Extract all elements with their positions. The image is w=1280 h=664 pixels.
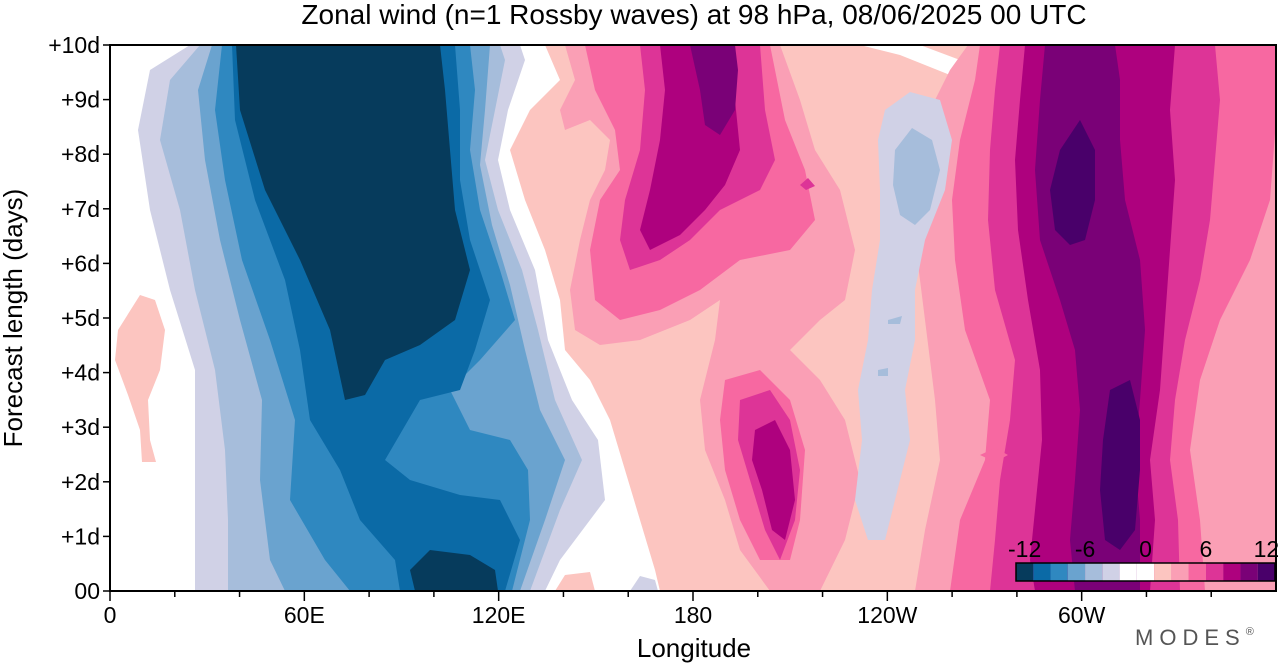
colorbar-swatch — [1033, 563, 1051, 581]
colorbar-swatch — [1240, 563, 1258, 581]
y-tick-label: +8d — [61, 141, 100, 167]
contour-band-neg-11 — [630, 576, 658, 591]
x-tick-label: 180 — [674, 602, 712, 628]
x-tick-label: 120W — [857, 602, 917, 628]
chart-title: Zonal wind (n=1 Rossby waves) at 98 hPa,… — [301, 0, 1086, 30]
colorbar-swatch — [1188, 563, 1206, 581]
x-tick-label: 60W — [1058, 602, 1106, 628]
y-axis: 00 +1d +2d +3d +4d +5d +6d +7d +8d +9d +10d — [48, 32, 110, 604]
y-tick-label: 00 — [74, 578, 100, 604]
y-tick-label: +1d — [61, 523, 100, 549]
colorbar-tick-label: 6 — [1200, 536, 1213, 562]
x-axis-label: Longitude — [637, 633, 751, 663]
contour-band-neg-8 — [893, 128, 940, 225]
y-tick-label: +9d — [61, 87, 100, 113]
x-tick-label: 0 — [104, 602, 117, 628]
colorbar-swatch — [1136, 563, 1155, 581]
colorbar-swatch — [1154, 563, 1172, 581]
colorbar-swatch — [1102, 563, 1120, 581]
y-tick-label: +5d — [61, 305, 100, 331]
colorbar-frame — [1015, 562, 1276, 582]
colorbar: -12 -6 0 6 12 — [1008, 536, 1280, 582]
y-tick-label: +4d — [61, 360, 100, 386]
x-tick-label: 120E — [472, 602, 526, 628]
x-tick-label: 60E — [284, 602, 325, 628]
contour-band-neg-5b — [470, 372, 500, 405]
brand-logo: MODES® — [1135, 625, 1254, 650]
y-tick-label: +6d — [61, 250, 100, 276]
contour-band-pos-7b — [1100, 380, 1140, 550]
contour-band-neg-10 — [878, 368, 888, 376]
colorbar-swatch — [1119, 563, 1137, 581]
colorbar-swatch — [1067, 563, 1086, 581]
y-axis-label: Forecast length (days) — [0, 189, 28, 448]
contour-band-pos-9 — [980, 448, 1008, 462]
y-tick-label: +7d — [61, 196, 100, 222]
colorbar-tick-label: 12 — [1254, 536, 1280, 562]
colorbar-swatch — [1257, 563, 1275, 581]
contour-band-pos-10 — [800, 178, 815, 190]
colorbar-swatch — [1085, 563, 1103, 581]
contour-band-neg-6b — [410, 550, 498, 591]
colorbar-tick-label: -12 — [1008, 536, 1041, 562]
y-tick-label: +2d — [61, 469, 100, 495]
colorbar-tick-label: 0 — [1139, 536, 1152, 562]
contour-band-neg-9 — [888, 316, 902, 324]
contour-band-pos-8 — [555, 572, 595, 591]
colorbar-swatch — [1223, 563, 1241, 581]
contour-band-pos-1b — [115, 295, 165, 462]
y-tick-label: +3d — [61, 414, 100, 440]
contour-field — [110, 45, 1276, 591]
contour-band-pos-7 — [1050, 120, 1095, 245]
colorbar-swatch — [1016, 563, 1034, 581]
y-tick-label: +10d — [48, 32, 100, 58]
contour-band-pos-6 — [690, 45, 738, 135]
colorbar-swatch — [1205, 563, 1224, 581]
contour-band-neg-6 — [236, 45, 470, 400]
x-axis: 0 60E 120E 180 120W 60W — [104, 591, 1212, 628]
colorbar-tick-label: -6 — [1075, 536, 1095, 562]
contour-band-pos-5b — [752, 420, 795, 540]
colorbar-swatch — [1050, 563, 1068, 581]
colorbar-swatch — [1171, 563, 1189, 581]
